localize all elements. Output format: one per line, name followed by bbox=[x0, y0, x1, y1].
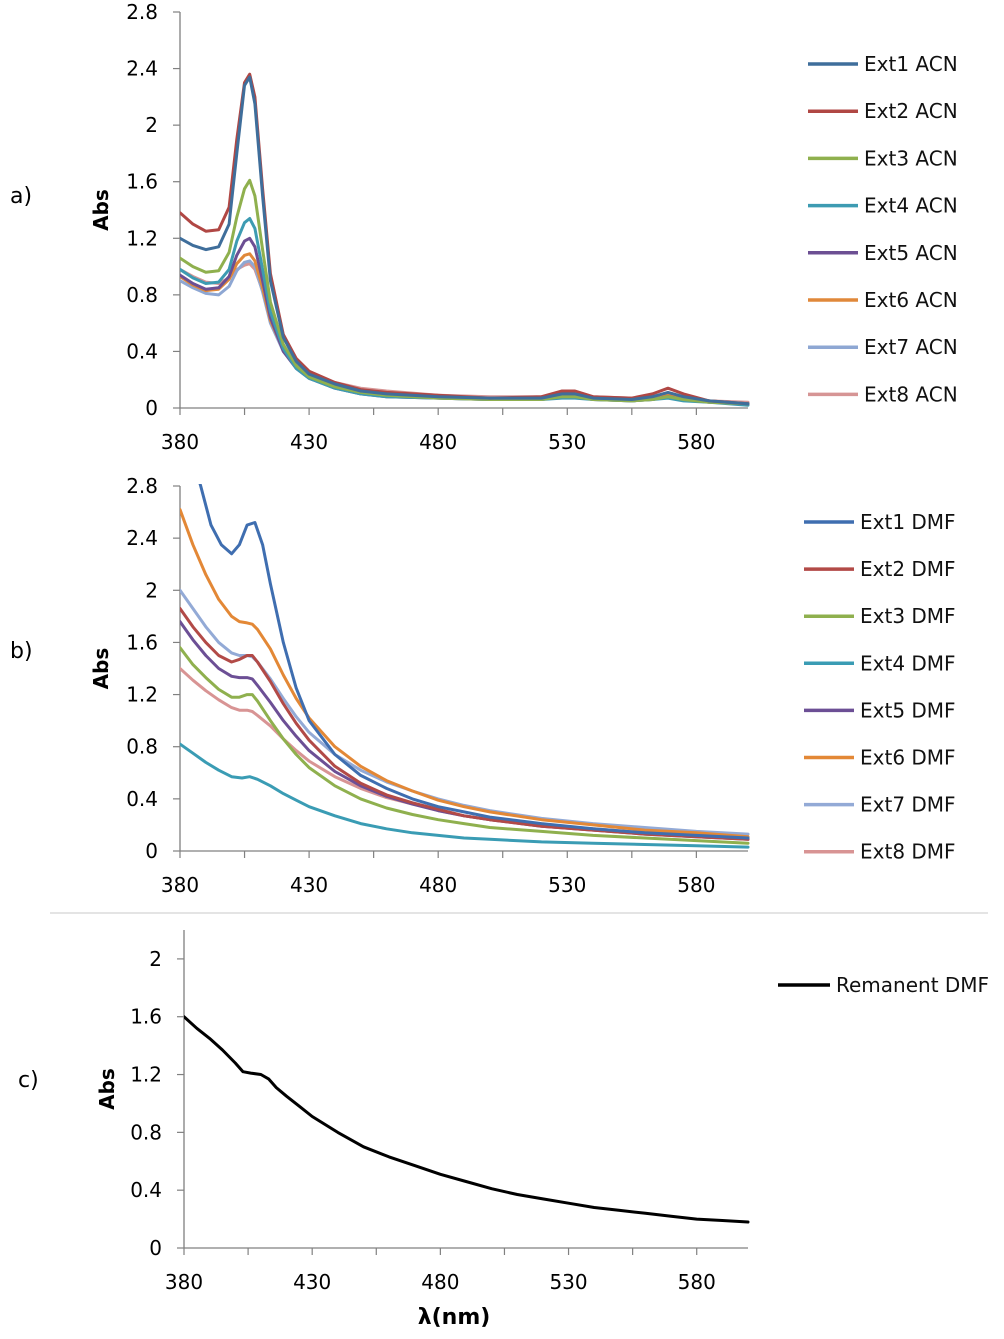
series-group bbox=[180, 72, 750, 407]
y-axis-label: Abs bbox=[89, 648, 113, 690]
y-tick-label: 0.4 bbox=[126, 787, 158, 811]
y-tick-label: 0.8 bbox=[126, 283, 158, 307]
y-tick-label: 0 bbox=[145, 839, 158, 863]
y-tick-label: 2 bbox=[149, 947, 162, 971]
legend-label: Ext6 DMF bbox=[860, 746, 956, 770]
y-tick-label: 1.6 bbox=[126, 630, 158, 654]
panel-label: a) bbox=[10, 184, 32, 209]
x-tick-label: 580 bbox=[677, 430, 715, 454]
x-tick-label: 480 bbox=[419, 873, 457, 897]
x-tick-label: 530 bbox=[548, 430, 586, 454]
y-tick-label: 2.4 bbox=[126, 57, 158, 81]
series-line-ext3-dmf bbox=[180, 646, 750, 845]
y-tick-label: 1.6 bbox=[126, 170, 158, 194]
y-tick-label: 0.4 bbox=[130, 1178, 162, 1202]
panel-label: c) bbox=[18, 1068, 39, 1093]
legend-label: Ext7 DMF bbox=[860, 793, 956, 817]
legend-label: Ext1 DMF bbox=[860, 510, 956, 534]
legend-label: Ext3 DMF bbox=[860, 604, 956, 628]
series-line-ext4-acn bbox=[180, 217, 750, 407]
legend-label: Ext5 ACN bbox=[864, 241, 958, 265]
x-tick-label: 430 bbox=[290, 430, 328, 454]
y-tick-label: 2.8 bbox=[126, 0, 158, 24]
panel-b: b) Abs 0 0.4 0.8 1.2 1.6 2 2.4 2.8 380 430 480 530 580… bbox=[10, 474, 956, 897]
series-line-ext3-acn bbox=[180, 178, 750, 406]
series-line-ext4-dmf bbox=[180, 742, 750, 849]
x-tick-label: 430 bbox=[293, 1270, 331, 1294]
legend-label: Ext1 ACN bbox=[864, 52, 958, 76]
y-axis-label: Abs bbox=[95, 1068, 119, 1110]
series-group bbox=[184, 1015, 750, 1224]
legend-label: Ext4 DMF bbox=[860, 651, 956, 675]
x-tick-label: 380 bbox=[161, 873, 199, 897]
legend-label: Ext2 DMF bbox=[860, 557, 956, 581]
legend-label: Ext3 ACN bbox=[864, 146, 958, 170]
y-tick-label: 0.4 bbox=[126, 339, 158, 363]
legend-label: Ext5 DMF bbox=[860, 698, 956, 722]
y-axis-label: Abs bbox=[89, 189, 113, 231]
y-tick-label: 2 bbox=[145, 113, 158, 137]
legend-label: Remanent DMF bbox=[836, 973, 989, 997]
legend-label: Ext2 ACN bbox=[864, 99, 958, 123]
x-tick-label: 480 bbox=[421, 1270, 459, 1294]
x-tick-label: 430 bbox=[290, 873, 328, 897]
y-tick-label: 2.8 bbox=[126, 474, 158, 498]
x-tick-label: 480 bbox=[419, 430, 457, 454]
series-line-ext1-acn bbox=[180, 75, 750, 406]
legend-label: Ext7 ACN bbox=[864, 335, 958, 359]
y-tick-label: 0.8 bbox=[130, 1120, 162, 1144]
y-tick-label: 1.2 bbox=[126, 683, 158, 707]
panel-c: c) Abs 0 0.4 0.8 1.2 1.6 2 380 430 480 530 580 λ(nm) R… bbox=[18, 930, 989, 1330]
legend-label: Ext8 DMF bbox=[860, 840, 956, 864]
series-line-ext2-dmf bbox=[180, 607, 750, 841]
panel-label: b) bbox=[10, 639, 33, 664]
y-tick-label: 1.2 bbox=[126, 226, 158, 250]
panel-a: a) Abs 0 0.4 0.8 1.2 1.6 2 2.4 2.8 380 430 480 530 580… bbox=[10, 0, 958, 454]
x-tick-label: 380 bbox=[161, 430, 199, 454]
y-tick-label: 2 bbox=[145, 578, 158, 602]
x-tick-label: 530 bbox=[548, 873, 586, 897]
y-tick-label: 1.2 bbox=[130, 1063, 162, 1087]
x-axis-label: λ(nm) bbox=[418, 1305, 491, 1330]
y-tick-label: 0 bbox=[145, 396, 158, 420]
legend-label: Ext8 ACN bbox=[864, 382, 958, 406]
y-tick-label: 0.8 bbox=[126, 735, 158, 759]
x-tick-label: 580 bbox=[678, 1270, 716, 1294]
x-tick-label: 380 bbox=[165, 1270, 203, 1294]
y-tick-label: 1.6 bbox=[130, 1005, 162, 1029]
legend-label: Ext4 ACN bbox=[864, 194, 958, 218]
x-tick-label: 580 bbox=[677, 873, 715, 897]
y-tick-label: 2.4 bbox=[126, 526, 158, 550]
legend-label: Ext6 ACN bbox=[864, 288, 958, 312]
x-tick-label: 530 bbox=[549, 1270, 587, 1294]
series-line-ext1-dmf bbox=[198, 484, 750, 840]
series-line-remanent-dmf bbox=[184, 1015, 750, 1224]
series-group bbox=[180, 484, 750, 849]
y-tick-label: 0 bbox=[149, 1236, 162, 1260]
